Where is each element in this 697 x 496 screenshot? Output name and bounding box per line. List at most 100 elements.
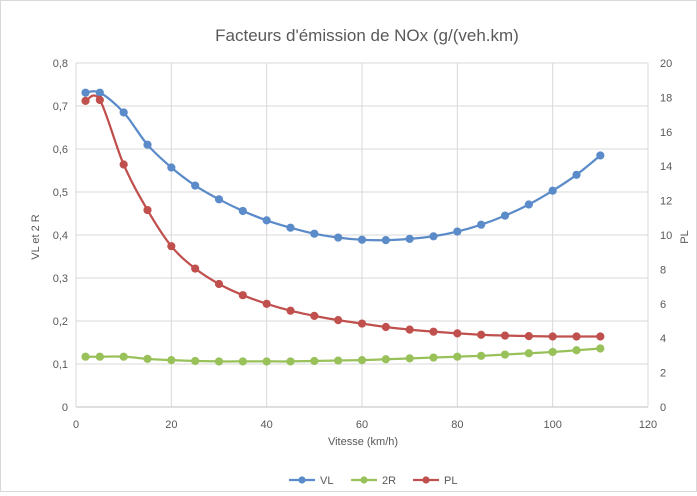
legend: VL 2R PL xyxy=(289,475,457,487)
y2-tick-label: 0 xyxy=(660,402,666,414)
x-tick-label: 100 xyxy=(543,419,561,431)
series-pl xyxy=(81,94,605,341)
x-tick-label: 120 xyxy=(639,419,657,431)
y-tick-label: 0,1 xyxy=(53,359,68,371)
data-point-pl xyxy=(429,327,438,336)
data-point-pl xyxy=(214,279,224,289)
data-point-2r xyxy=(334,356,343,365)
data-point-pl xyxy=(143,205,152,215)
series-vl xyxy=(81,88,605,245)
data-point-2r xyxy=(167,356,176,365)
data-point-pl xyxy=(238,291,247,300)
series-line-pl xyxy=(85,94,601,338)
y-tick-label: 0,6 xyxy=(53,144,68,156)
data-point-pl xyxy=(81,96,90,105)
data-point-2r xyxy=(238,357,247,366)
data-point-vl xyxy=(477,220,486,229)
data-point-pl xyxy=(524,332,533,341)
y2-axis-title: PL xyxy=(679,230,691,243)
data-point-vl xyxy=(167,163,176,172)
data-point-vl xyxy=(81,88,90,97)
y2-tick-label: 4 xyxy=(660,333,666,345)
data-point-pl xyxy=(596,332,605,341)
data-point-vl xyxy=(405,234,414,243)
legend-item-vl: VL xyxy=(289,475,333,487)
data-point-2r xyxy=(262,357,271,366)
data-point-2r xyxy=(81,352,90,361)
legend-label: 2R xyxy=(382,475,396,487)
legend-swatch-marker xyxy=(298,476,306,484)
data-point-vl xyxy=(191,181,200,190)
y-tick-label: 0 xyxy=(62,402,68,414)
x-axis-title: Vitesse (km/h) xyxy=(328,436,398,448)
y-tick-label: 0,4 xyxy=(53,230,68,242)
y-tick-label: 0,7 xyxy=(53,101,68,113)
series-line-2r xyxy=(85,347,601,363)
data-point-2r xyxy=(310,356,319,366)
data-point-pl xyxy=(310,311,319,320)
legend-label: VL xyxy=(320,475,333,487)
data-point-vl xyxy=(548,186,557,195)
data-point-vl xyxy=(453,227,462,236)
data-point-pl xyxy=(167,242,176,251)
y2-tick-label: 16 xyxy=(660,127,672,139)
data-point-vl xyxy=(262,216,271,225)
data-point-pl xyxy=(381,322,390,332)
y2-tick-label: 12 xyxy=(660,196,672,208)
y-tick-label: 0,8 xyxy=(53,58,68,70)
data-point-2r xyxy=(453,352,462,361)
data-point-vl xyxy=(524,200,533,209)
data-point-vl xyxy=(238,206,247,216)
y2-tick-label: 10 xyxy=(660,230,672,242)
data-point-pl xyxy=(286,306,295,315)
data-point-vl xyxy=(143,140,152,149)
x-tick-label: 40 xyxy=(261,419,273,431)
y2-tick-label: 2 xyxy=(660,368,666,380)
y2-tick-label: 18 xyxy=(660,92,672,104)
data-point-vl xyxy=(310,229,319,238)
axes: 0 0,1 0,2 0,3 0,4 0,5 0,6 0,7 0,8 0 2 4 6 8 10 12 14 16 18… xyxy=(53,58,673,431)
x-tick-label: 20 xyxy=(165,419,177,431)
data-point-2r xyxy=(429,353,438,362)
data-point-2r xyxy=(357,356,367,365)
data-point-2r xyxy=(524,349,533,358)
data-point-vl xyxy=(214,195,224,204)
y2-tick-label: 8 xyxy=(660,264,666,276)
data-point-vl xyxy=(572,170,581,179)
data-point-2r xyxy=(548,347,557,357)
x-tick-label: 60 xyxy=(356,419,368,431)
data-point-2r xyxy=(286,357,295,366)
legend-label: PL xyxy=(444,475,457,487)
data-point-2r xyxy=(143,354,152,363)
legend-swatch-marker xyxy=(360,476,368,484)
data-point-vl xyxy=(429,232,438,241)
data-point-2r xyxy=(191,356,200,366)
data-point-pl xyxy=(119,160,128,169)
data-point-pl xyxy=(453,329,462,338)
data-point-vl xyxy=(357,235,367,244)
data-point-pl xyxy=(95,95,104,105)
data-point-2r xyxy=(214,357,224,366)
data-point-pl xyxy=(477,330,486,339)
y-axis-title: VL et 2 R xyxy=(30,214,42,260)
y-tick-label: 0,5 xyxy=(53,187,68,199)
chart-title: Facteurs d'émission de NOx (g/(veh.km) xyxy=(215,26,519,45)
legend-swatch-marker xyxy=(422,476,430,484)
y2-tick-label: 6 xyxy=(660,299,666,311)
data-point-vl xyxy=(95,88,104,97)
data-point-vl xyxy=(334,233,343,242)
y-tick-label: 0,2 xyxy=(53,316,68,328)
data-point-pl xyxy=(191,264,200,273)
data-point-2r xyxy=(95,352,104,361)
data-point-2r xyxy=(500,350,510,359)
data-point-vl xyxy=(286,223,295,232)
data-point-pl xyxy=(548,332,557,341)
x-tick-label: 0 xyxy=(73,419,79,431)
series-line-vl xyxy=(85,90,602,242)
data-point-pl xyxy=(572,332,581,341)
series-2r xyxy=(81,344,605,366)
data-point-2r xyxy=(405,354,414,363)
data-point-pl xyxy=(405,325,414,334)
data-point-pl xyxy=(500,331,510,340)
